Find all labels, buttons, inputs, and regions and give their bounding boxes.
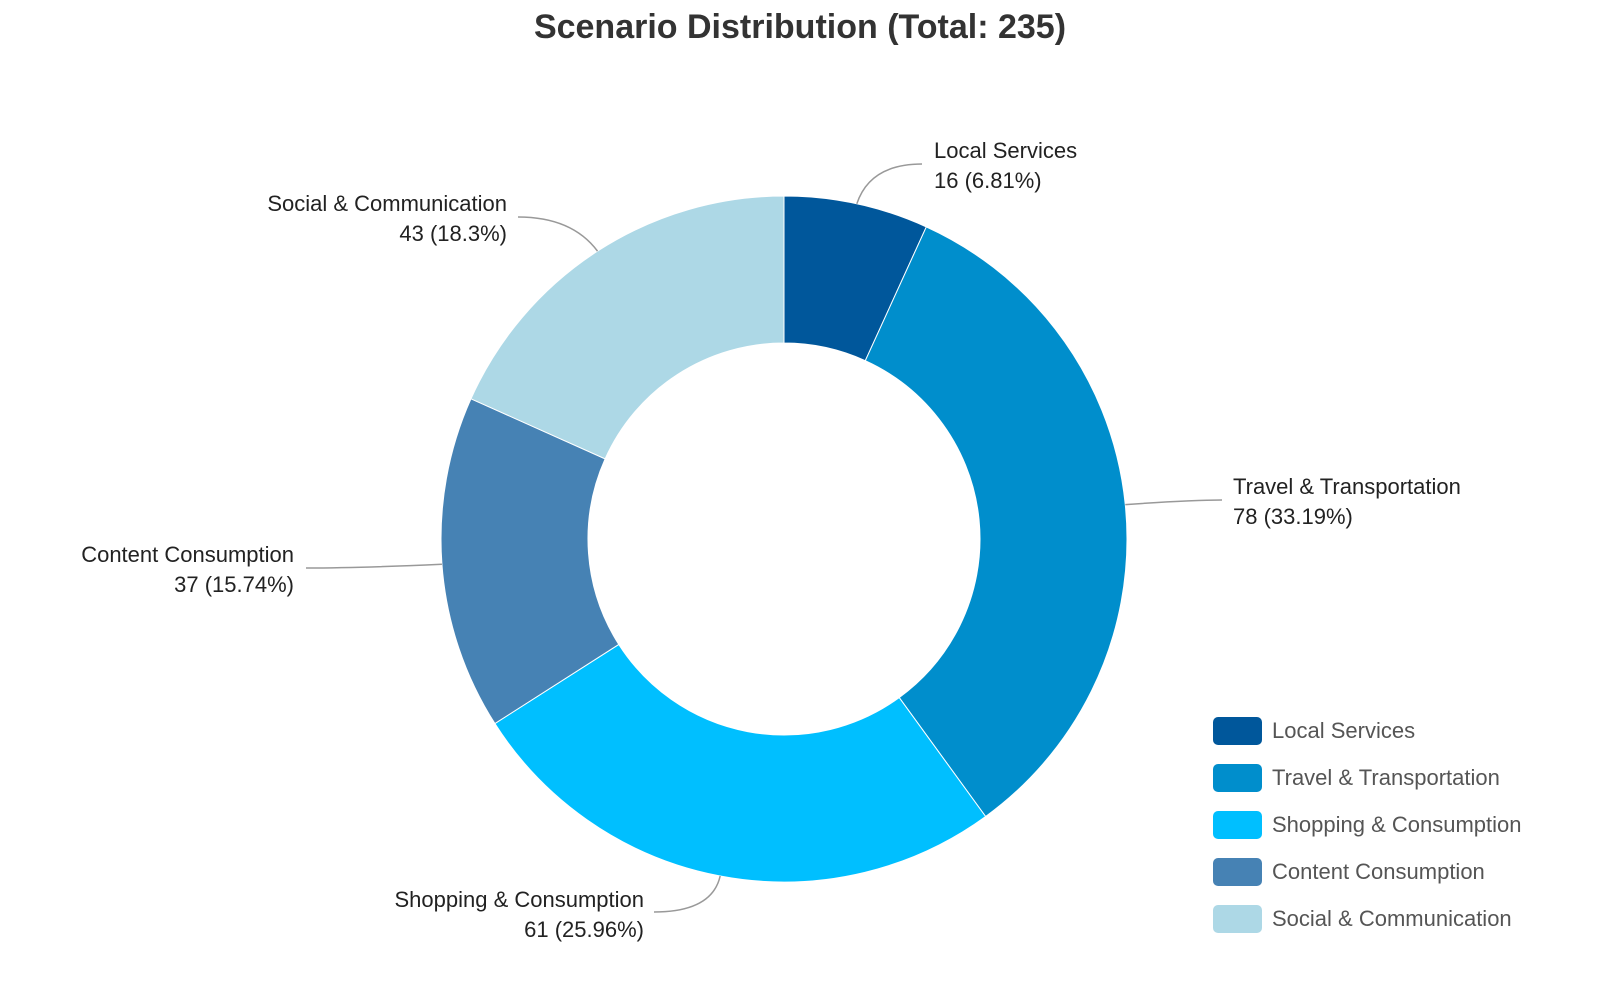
leader-line-local-services (856, 163, 923, 205)
leader-line-content-consumption (305, 563, 442, 569)
leader-line-travel-and-transportation (1125, 499, 1223, 506)
leader-line-shopping-and-consumption (653, 875, 721, 913)
legend-label-content-consumption: Content Consumption (1272, 859, 1485, 884)
legend-label-shopping-and-consumption: Shopping & Consumption (1272, 812, 1522, 837)
slice-label-name-local-services: Local Services (934, 138, 1077, 163)
slice-travel-and-transportation[interactable] (864, 226, 1128, 818)
legend-item-shopping-and-consumption[interactable]: Shopping & Consumption (1213, 811, 1522, 839)
slice-label-value-travel-and-transportation: 78 (33.19%) (1233, 504, 1353, 529)
slice-label-name-shopping-and-consumption: Shopping & Consumption (395, 887, 645, 912)
slice-social-and-communication[interactable] (470, 195, 785, 460)
slice-label-name-content-consumption: Content Consumption (81, 542, 294, 567)
legend-item-local-services[interactable]: Local Services (1213, 717, 1415, 745)
slices-layer (440, 195, 1128, 883)
slice-label-value-local-services: 16 (6.81%) (934, 168, 1042, 193)
legend-swatch-shopping-and-consumption (1213, 811, 1262, 839)
legend-swatch-local-services (1213, 717, 1262, 745)
leader-line-social-and-communication (517, 216, 599, 252)
legend-label-travel-and-transportation: Travel & Transportation (1272, 765, 1500, 790)
slice-label-value-shopping-and-consumption: 61 (25.96%) (524, 917, 644, 942)
slice-label-name-travel-and-transportation: Travel & Transportation (1233, 474, 1461, 499)
legend[interactable]: Local Services Travel & Transportation Sho… (1213, 717, 1522, 933)
slice-shopping-and-consumption[interactable] (494, 643, 987, 883)
slice-label-name-social-and-communication: Social & Communication (267, 191, 507, 216)
chart-title: Scenario Distribution (Total: 235) (534, 8, 1066, 46)
legend-item-social-and-communication[interactable]: Social & Communication (1213, 905, 1512, 933)
slice-content-consumption[interactable] (440, 398, 620, 725)
legend-item-travel-and-transportation[interactable]: Travel & Transportation (1213, 764, 1500, 792)
legend-label-social-and-communication: Social & Communication (1272, 906, 1512, 931)
legend-swatch-content-consumption (1213, 858, 1262, 886)
legend-item-content-consumption[interactable]: Content Consumption (1213, 858, 1485, 886)
legend-label-local-services: Local Services (1272, 718, 1415, 743)
labels-layer: Local Services 16 (6.81%) Travel & Transpo… (81, 138, 1461, 942)
slice-label-value-social-and-communication: 43 (18.3%) (399, 221, 507, 246)
legend-swatch-travel-and-transportation (1213, 764, 1262, 792)
legend-swatch-social-and-communication (1213, 905, 1262, 933)
slice-label-value-content-consumption: 37 (15.74%) (174, 572, 294, 597)
